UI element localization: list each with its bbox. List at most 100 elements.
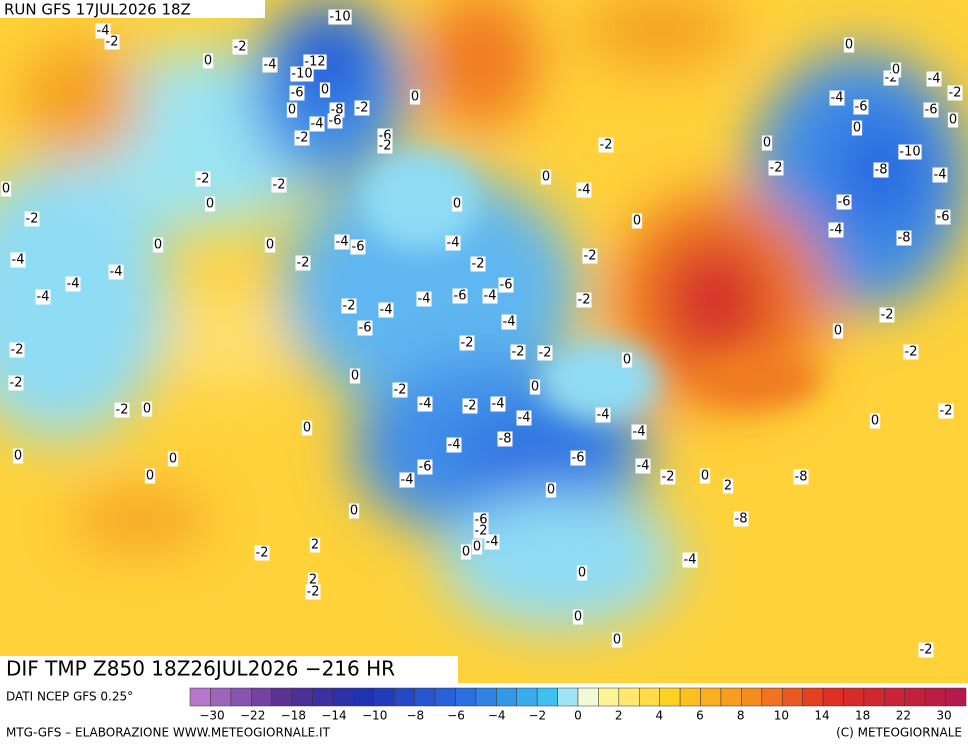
contour-label: -6	[454, 289, 467, 304]
contour-label-box	[294, 130, 310, 146]
scale-label: 4	[656, 709, 664, 723]
contour-label: 0	[266, 238, 274, 253]
contour-label: -4	[578, 183, 591, 198]
contour-label: -2	[512, 345, 525, 360]
color-swatch	[761, 687, 783, 707]
contour-label-box	[471, 539, 483, 555]
contour-label-box	[152, 237, 164, 253]
contour-label-box	[501, 314, 517, 330]
contour-label: -4	[418, 292, 431, 307]
scale-label: −10	[362, 709, 387, 723]
contour-label: 0	[613, 633, 621, 648]
contour-label-box	[923, 102, 939, 118]
contour-label-box	[309, 116, 325, 132]
contour-label-box	[452, 288, 468, 304]
contour-label: -2	[539, 346, 552, 361]
contour-label-box	[307, 572, 319, 588]
contour-label-box	[305, 584, 321, 600]
contour-label: -12	[304, 55, 325, 70]
contour-label: -4	[503, 315, 516, 330]
contour-label-box	[635, 458, 651, 474]
contour-label: 2	[309, 573, 317, 588]
contour-label-box	[510, 344, 526, 360]
color-swatch	[455, 687, 477, 707]
contour-label: -6	[359, 321, 372, 336]
contour-labels: -10-4-2 -20 -4 -12-10-6 0-8 -200-4 -6-6-2-20-2…	[0, 9, 963, 658]
contour-label: -2	[343, 299, 356, 314]
color-swatch	[720, 687, 742, 707]
scale-label: 8	[737, 709, 745, 723]
contour-label-box	[295, 255, 311, 271]
contour-label-box	[631, 213, 643, 229]
contour-label: -6	[838, 195, 851, 210]
contour-label: -4	[311, 117, 324, 132]
color-swatch	[332, 687, 354, 707]
color-swatch	[924, 687, 946, 707]
contour-label: 0	[623, 353, 631, 368]
contour-label: -2	[297, 256, 310, 271]
contour-label: -4	[484, 289, 497, 304]
contour-label-box	[722, 478, 734, 494]
contour-label-box	[631, 424, 647, 440]
color-swatch	[373, 687, 395, 707]
color-swatch	[781, 687, 803, 707]
color-swatch	[312, 687, 334, 707]
color-scale: −30 −22 −18 −14 −10 −8 −6 −4 −2 0 2 4 6 8 10 14 18 22 30	[189, 687, 967, 723]
contour-label: -10	[291, 67, 312, 82]
contour-label-box	[357, 320, 373, 336]
scale-label: −30	[199, 709, 224, 723]
contour-label-box	[595, 407, 611, 423]
contour-label: -2	[394, 383, 407, 398]
color-swatch	[863, 687, 885, 707]
contour-label-box	[409, 89, 421, 105]
color-swatch	[843, 687, 865, 707]
contour-label: -2	[464, 399, 477, 414]
contour-label-box	[540, 169, 552, 185]
contour-label-box	[903, 344, 919, 360]
contour-label-box	[829, 90, 845, 106]
scale-label: 0	[574, 709, 582, 723]
contour-label: 0	[453, 197, 461, 212]
color-swatch	[251, 687, 272, 707]
contour-label: 0	[2, 182, 10, 197]
contour-label: 0	[473, 540, 481, 555]
contour-label-box	[232, 39, 248, 55]
contour-label: -6	[352, 240, 365, 255]
color-swatch	[393, 687, 415, 707]
scale-label: −4	[488, 709, 506, 723]
contour-label-box	[699, 468, 711, 484]
contour-label: 0	[547, 483, 555, 498]
contour-label: -4	[419, 397, 432, 412]
contour-label-box	[141, 401, 153, 417]
contour-label-box	[947, 112, 959, 128]
contour-label: -4	[637, 459, 650, 474]
contour-label: -4	[448, 438, 461, 453]
contour-label: -8	[735, 512, 748, 527]
contour-label: -4	[401, 473, 414, 488]
contour-label: -6	[937, 210, 950, 225]
color-swatch	[557, 687, 579, 707]
contour-label-box	[290, 66, 314, 82]
color-swatch	[659, 687, 681, 707]
contour-label-box	[328, 9, 352, 25]
contour-label-box	[341, 298, 357, 314]
color-swatch	[189, 687, 211, 707]
contour-label-box	[254, 545, 270, 561]
contour-label: -2	[881, 308, 894, 323]
contour-label: 0	[462, 545, 470, 560]
contour-label: 0	[206, 197, 214, 212]
scale-label: −22	[240, 709, 265, 723]
contour-label: -2	[106, 35, 119, 50]
contour-label-box	[289, 85, 305, 101]
contour-label: -6	[419, 460, 432, 475]
contour-label-box	[319, 82, 331, 98]
contour-label: -2	[584, 249, 597, 264]
contour-label: -8	[898, 231, 911, 246]
contour-label: 0	[853, 121, 861, 136]
contour-label: -8	[795, 470, 808, 485]
contour-label: 0	[892, 63, 900, 78]
contour-label: -4	[486, 535, 499, 550]
contour-label: 0	[154, 238, 162, 253]
contour-label-box	[873, 162, 889, 178]
contour-label-box	[303, 54, 327, 70]
